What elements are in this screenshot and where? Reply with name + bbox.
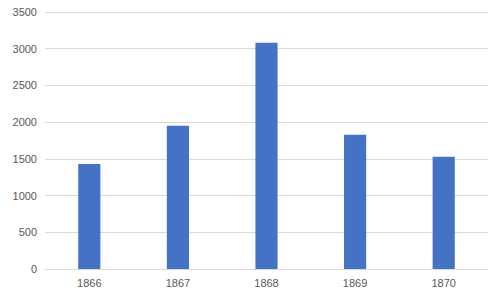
svg-text:2000: 2000 — [13, 116, 37, 128]
svg-text:1869: 1869 — [343, 277, 367, 289]
svg-text:1000: 1000 — [13, 190, 37, 202]
svg-text:3500: 3500 — [13, 6, 37, 18]
svg-text:1870: 1870 — [431, 277, 455, 289]
svg-text:1868: 1868 — [254, 277, 278, 289]
svg-text:2500: 2500 — [13, 79, 37, 91]
svg-text:3000: 3000 — [13, 43, 37, 55]
svg-text:0: 0 — [31, 263, 37, 275]
svg-text:1866: 1866 — [77, 277, 101, 289]
svg-text:1867: 1867 — [166, 277, 190, 289]
svg-text:1500: 1500 — [13, 153, 37, 165]
svg-text:500: 500 — [19, 226, 37, 238]
